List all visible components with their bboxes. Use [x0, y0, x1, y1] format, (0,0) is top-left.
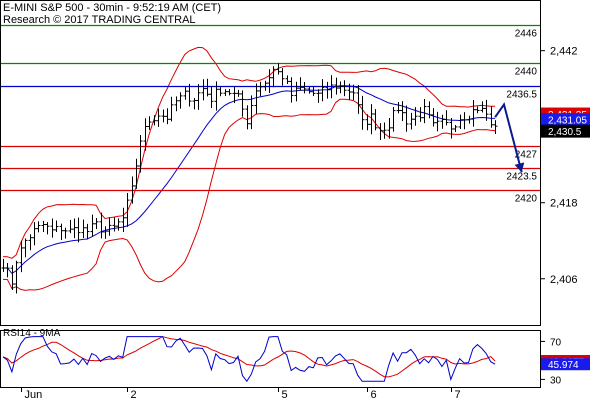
bollinger-upper	[2, 46, 496, 259]
x-tick-label-Jun: Jun	[25, 389, 43, 400]
x-tick-label-7: 7	[455, 389, 461, 400]
rsi-tag-label-blue: 45.974	[548, 360, 579, 371]
price-pane-frame	[0, 0, 541, 326]
level-label-2446: 2446	[515, 29, 538, 40]
rsi-title: RSI14 - 9MA	[3, 328, 61, 339]
x-tick-label-6: 6	[371, 389, 377, 400]
rsi-tick-label-30: 30	[550, 375, 562, 386]
forecast-arrow-head	[514, 162, 525, 173]
rsi-line	[2, 336, 496, 383]
level-label-2436.5: 2436.5	[506, 90, 537, 101]
rsi-tag-blue	[541, 358, 590, 371]
rsi-ma-line	[2, 336, 496, 378]
chart-title: E-MINI S&P 500 - 30min - 9:52:19 AM (CET…	[3, 2, 222, 14]
level-label-2427: 2427	[515, 150, 538, 161]
moving-average	[2, 85, 496, 275]
price-tag-blue	[541, 113, 590, 127]
price-tag-label-black: 2,430.5	[548, 127, 582, 138]
x-tick-label-2: 2	[131, 389, 137, 400]
forecast-path	[494, 102, 523, 173]
level-label-2423.5: 2423.5	[506, 172, 537, 183]
y-tick-label-2,418: 2,418	[550, 198, 578, 210]
x-tick-label-5: 5	[282, 389, 288, 400]
level-label-2420: 2420	[515, 194, 538, 205]
y-tick-label-2,406: 2,406	[550, 274, 578, 286]
rsi-pane-frame	[0, 330, 541, 388]
candles	[1, 63, 498, 294]
rsi-tick-label-70: 70	[550, 337, 562, 348]
level-label-2440: 2440	[515, 67, 538, 78]
price-tag-black	[541, 124, 590, 138]
y-tick-label-2,442: 2,442	[550, 46, 578, 58]
bollinger-lower	[2, 98, 496, 291]
price-tag-label-blue: 2,431.05	[548, 116, 587, 127]
chart-subtitle: Research © 2017 TRADING CENTRAL	[3, 14, 196, 26]
